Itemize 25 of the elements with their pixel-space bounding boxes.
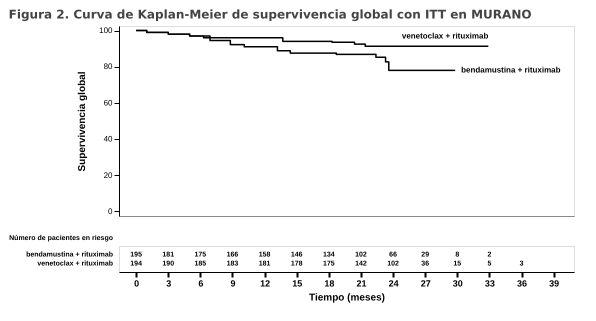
series-label: bendamustina + rituximab [461,65,561,74]
x-tick-label: 36 [517,278,528,288]
y-tick-label: 0 [108,206,114,216]
x-tick-label: 6 [198,278,204,288]
y-tick-label: 80 [104,62,114,72]
y-axis-title: Supervivencia global [77,71,88,172]
x-tick-label: 12 [260,278,270,288]
x-tick-label: 9 [230,278,236,288]
series-label: venetoclax + rituximab [402,31,488,40]
x-axis-title: Tiempo (meses) [309,292,385,304]
x-tick-label: 30 [452,278,463,288]
y-tick-label: 20 [104,170,114,180]
x-tick-label: 24 [388,278,399,288]
x-tick-label: 3 [166,278,172,288]
x-tick-label: 39 [549,278,560,288]
x-tick-label: 27 [420,278,431,288]
y-tick-label: 40 [104,134,114,144]
chart-title: Figura 2. Curva de Kaplan-Meier de supervivencia global con ITT en MURANO [8,8,532,22]
x-tick-label: 33 [484,278,495,288]
x-tick-label: 15 [292,278,302,288]
y-tick-label: 60 [104,98,114,108]
x-tick-label: 21 [356,278,366,288]
x-tick-label: 18 [324,278,334,288]
x-tick-label: 0 [134,278,140,288]
y-tick-label: 100 [99,26,114,36]
